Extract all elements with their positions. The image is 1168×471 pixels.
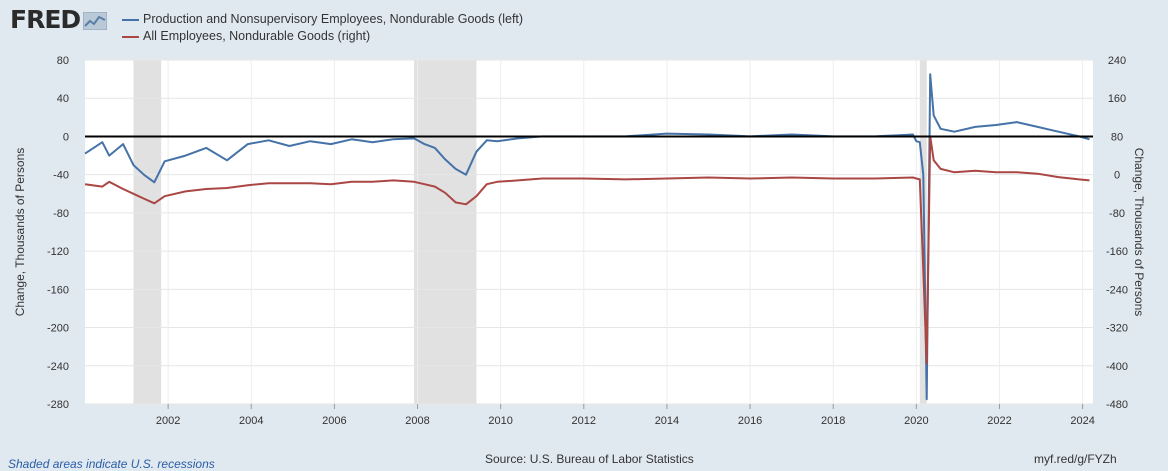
x-tick-label: 2016 xyxy=(738,415,762,427)
series-group xyxy=(84,73,1090,401)
fred-logo[interactable]: FRED xyxy=(10,5,108,34)
series-line-production xyxy=(84,73,1090,401)
right-tick-label: 0 xyxy=(1114,170,1120,182)
x-tick-label: 2014 xyxy=(655,415,679,427)
left-tick-label: 80 xyxy=(57,55,69,67)
fred-logo-text: FRED xyxy=(10,5,81,34)
legend-label-production: Production and Nonsupervisory Employees,… xyxy=(143,12,524,26)
left-tick-label: -240 xyxy=(47,361,69,373)
x-tick-label: 2018 xyxy=(821,415,845,427)
right-tick-label: -160 xyxy=(1106,246,1128,258)
left-tick-label: -40 xyxy=(53,170,69,182)
right-tick-label: -80 xyxy=(1109,208,1125,220)
right-tick-label: -320 xyxy=(1106,323,1128,335)
left-tick-label: -80 xyxy=(53,208,69,220)
x-tick-label: 2022 xyxy=(987,415,1011,427)
x-tick-label: 2004 xyxy=(239,415,263,427)
x-tick-label: 2020 xyxy=(904,415,928,427)
recession-band-1 xyxy=(414,60,477,404)
right-tick-label: -240 xyxy=(1106,284,1128,296)
source-text: Source: U.S. Bureau of Labor Statistics xyxy=(485,452,694,466)
right-tick-label: -400 xyxy=(1106,361,1128,373)
left-tick-label: -200 xyxy=(47,323,69,335)
right-tick-label: 160 xyxy=(1108,93,1126,105)
recession-shading-group xyxy=(133,60,927,404)
x-tick-label: 2024 xyxy=(1070,415,1094,427)
left-axis-title: Change, Thousands of Persons xyxy=(13,148,27,317)
right-tick-label: 80 xyxy=(1111,131,1123,143)
right-tick-label: 240 xyxy=(1108,55,1126,67)
left-tick-label: -120 xyxy=(47,246,69,258)
x-tick-label: 2010 xyxy=(488,415,512,427)
left-tick-label: 0 xyxy=(63,131,69,143)
legend-label-all-employees: All Employees, Nondurable Goods (right) xyxy=(143,29,371,43)
right-tick-label: -480 xyxy=(1106,399,1128,411)
legend-item-production[interactable]: Production and Nonsupervisory Employees,… xyxy=(122,11,523,28)
x-gridlines-group xyxy=(167,60,1084,404)
left-tick-label: -280 xyxy=(47,399,69,411)
x-tick-label: 2002 xyxy=(156,415,180,427)
x-tick-label: 2012 xyxy=(572,415,596,427)
legend-swatch-red xyxy=(122,35,139,38)
line-chart-icon xyxy=(83,12,108,30)
legend-swatch-blue xyxy=(122,18,139,21)
right-axis-title: Change, Thousands of Persons xyxy=(1132,148,1146,317)
left-tick-label: -160 xyxy=(47,284,69,296)
left-tick-label: 40 xyxy=(57,93,69,105)
chart-legend: Production and Nonsupervisory Employees,… xyxy=(122,11,523,45)
recession-band-0 xyxy=(133,60,162,404)
short-url-link[interactable]: myf.red/g/FYZh xyxy=(1034,452,1117,466)
legend-item-all-employees[interactable]: All Employees, Nondurable Goods (right) xyxy=(122,28,523,45)
x-tick-label: 2006 xyxy=(322,415,346,427)
x-tick-label: 2008 xyxy=(405,415,429,427)
plot-area xyxy=(85,60,1093,404)
series-line-all-employees xyxy=(84,135,1090,365)
x-axis-ticks: 2002 2004 2006 2008 2010 2012 2014 2016 2018 2020… xyxy=(156,404,1095,427)
recession-note-link[interactable]: Shaded areas indicate U.S. recessions xyxy=(8,457,215,471)
right-axis-ticks: 240 160 80 0 -80 -160 -240 -320 -400 -480 xyxy=(1106,55,1128,411)
left-axis-ticks: 80 40 0 -40 -80 -120 -160 -200 -240 -280 xyxy=(47,55,69,411)
